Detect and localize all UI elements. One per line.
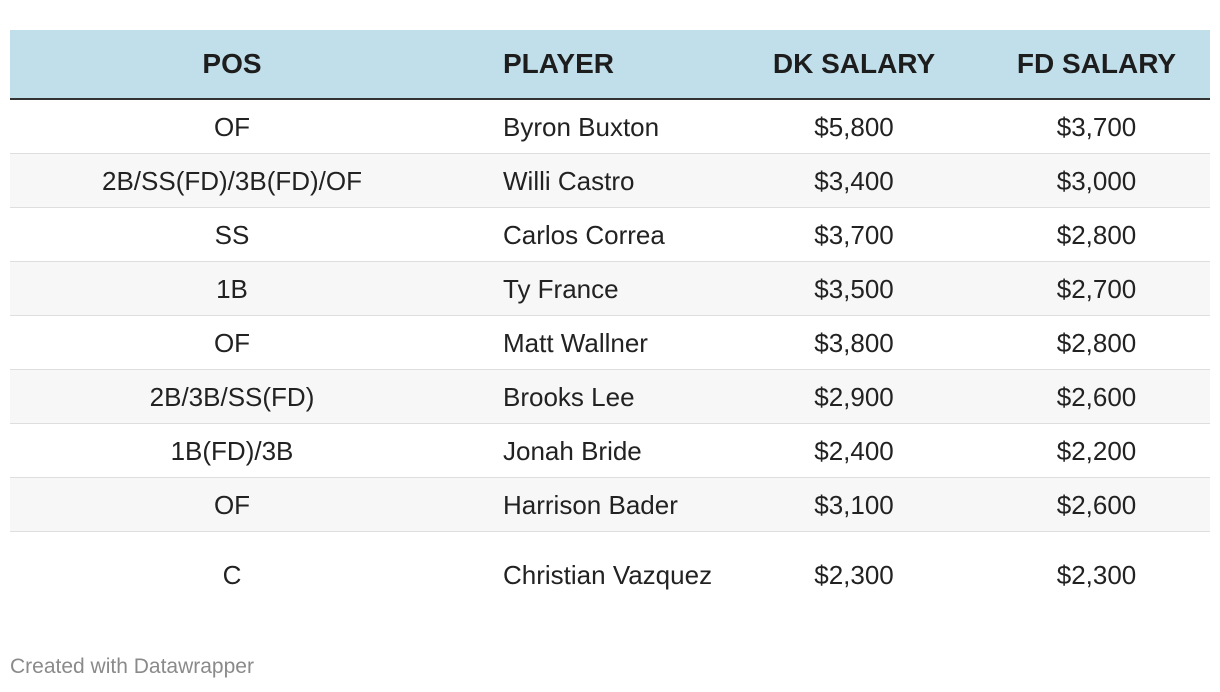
cell-player: Ty France (454, 261, 725, 316)
salary-table: POS PLAYER DK SALARY FD SALARY OF Byron … (10, 30, 1210, 618)
table-header: POS PLAYER DK SALARY FD SALARY (10, 30, 1210, 100)
table-row: 1B Ty France $3,500 $2,700 (10, 261, 1210, 316)
cell-dk-salary: $3,100 (725, 477, 983, 532)
cell-pos: SS (10, 207, 454, 262)
cell-fd-salary: $2,800 (983, 315, 1210, 370)
cell-fd-salary: $2,800 (983, 207, 1210, 262)
cell-pos: OF (10, 477, 454, 532)
table-row: OF Byron Buxton $5,800 $3,700 (10, 99, 1210, 154)
cell-dk-salary: $2,900 (725, 369, 983, 424)
cell-dk-salary: $2,400 (725, 423, 983, 478)
cell-player: Jonah Bride (454, 423, 725, 478)
cell-player: Brooks Lee (454, 369, 725, 424)
cell-pos: 2B/SS(FD)/3B(FD)/OF (10, 153, 454, 208)
cell-player: Byron Buxton (454, 99, 725, 154)
cell-fd-salary: $3,700 (983, 99, 1210, 154)
cell-dk-salary: $2,300 (814, 560, 894, 590)
header-dk-salary[interactable]: DK SALARY (725, 30, 983, 100)
cell-dk-salary: $3,800 (725, 315, 983, 370)
salary-table-container: POS PLAYER DK SALARY FD SALARY OF Byron … (10, 30, 1210, 618)
cell-dk-salary: $3,400 (725, 153, 983, 208)
header-pos[interactable]: POS (10, 30, 454, 100)
table-body: OF Byron Buxton $5,800 $3,700 2B/SS(FD)/… (10, 99, 1210, 618)
table-row: 2B/SS(FD)/3B(FD)/OF Willi Castro $3,400 … (10, 153, 1210, 208)
cell-player: Harrison Bader (454, 477, 725, 532)
table-row: 2B/3B/SS(FD) Brooks Lee $2,900 $2,600 (10, 369, 1210, 424)
table-row: OF Harrison Bader $3,100 $2,600 (10, 477, 1210, 532)
table-row: SS Carlos Correa $3,700 $2,800 (10, 207, 1210, 262)
cell-pos: 2B/3B/SS(FD) (10, 369, 454, 424)
cell-fd-salary: $2,300 (1056, 560, 1137, 590)
cell-fd-salary: $2,700 (983, 261, 1210, 316)
cell-fd-salary: $2,600 (983, 477, 1210, 532)
cell-dk-salary: $3,700 (725, 207, 983, 262)
cell-player: Christian Vazquez (503, 560, 713, 590)
cell-dk-salary: $3,500 (725, 261, 983, 316)
cell-pos: 1B(FD)/3B (10, 423, 454, 478)
cell-player: Carlos Correa (454, 207, 725, 262)
cell-fd-salary: $2,600 (983, 369, 1210, 424)
cell-dk-salary: $5,800 (725, 99, 983, 154)
cell-pos: 1B (10, 261, 454, 316)
table-row: 1B(FD)/3B Jonah Bride $2,400 $2,200 (10, 423, 1210, 478)
header-player[interactable]: PLAYER (454, 30, 725, 100)
cell-pos: C (222, 560, 242, 590)
cell-fd-salary: $2,200 (983, 423, 1210, 478)
header-fd-salary[interactable]: FD SALARY (983, 30, 1210, 100)
cell-fd-salary: $3,000 (983, 153, 1210, 208)
table-row: OF Matt Wallner $3,800 $2,800 (10, 315, 1210, 370)
cell-pos: OF (10, 99, 454, 154)
table-row: C Christian Vazquez $2,300 $2,300 (10, 532, 1210, 619)
cell-player: Willi Castro (454, 153, 725, 208)
cell-player: Matt Wallner (454, 315, 725, 370)
datawrapper-credit[interactable]: Created with Datawrapper (10, 655, 254, 678)
header-row: POS PLAYER DK SALARY FD SALARY (10, 30, 1210, 100)
cell-pos: OF (10, 315, 454, 370)
